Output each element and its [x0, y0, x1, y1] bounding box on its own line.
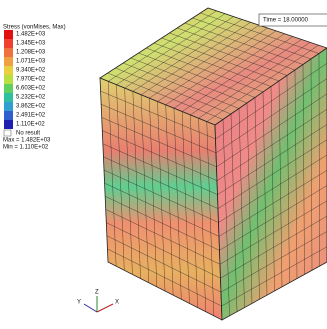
legend-swatch	[4, 30, 13, 39]
legend-swatch	[4, 102, 13, 111]
time-label: Time = 18.00000	[263, 18, 309, 24]
legend-label: 1.482E+03	[16, 32, 46, 38]
legend-swatch	[4, 130, 11, 136]
legend-label: 2.491E+02	[16, 113, 46, 119]
legend-swatch	[4, 48, 13, 57]
legend-swatch	[4, 120, 13, 129]
legend-title: Stress (vonMises, Max)	[3, 25, 66, 31]
triad-y: Y	[77, 300, 81, 306]
triad-x: X	[115, 300, 119, 306]
legend-label: 1.208E+03	[16, 50, 46, 56]
legend-label: 6.603E+02	[16, 86, 46, 92]
legend-min: Min = 1.110E+02	[3, 145, 49, 151]
legend-swatch	[4, 57, 13, 66]
triad-z: Z	[95, 290, 99, 296]
legend-label: 1.110E+02	[16, 122, 45, 128]
legend-label: 3.862E+02	[16, 104, 46, 110]
legend-label: 5.232E+02	[16, 95, 46, 101]
legend-no-result: No result	[16, 131, 40, 137]
legend-swatch	[4, 93, 13, 102]
legend-swatch	[4, 111, 13, 120]
legend-max: Max = 1.482E+03	[3, 138, 51, 144]
legend-swatch	[4, 84, 13, 93]
legend-swatch	[4, 75, 13, 84]
legend-label: 7.970E+02	[16, 77, 46, 83]
viewport: Time = 18.00000 Stress (vonMises, Max) 1…	[0, 0, 327, 329]
legend-label: 9.340E+02	[16, 68, 46, 74]
legend-label: 1.071E+03	[16, 59, 46, 65]
legend-label: 1.345E+03	[16, 41, 46, 47]
legend-swatch	[4, 66, 13, 75]
legend-swatch	[4, 39, 13, 48]
